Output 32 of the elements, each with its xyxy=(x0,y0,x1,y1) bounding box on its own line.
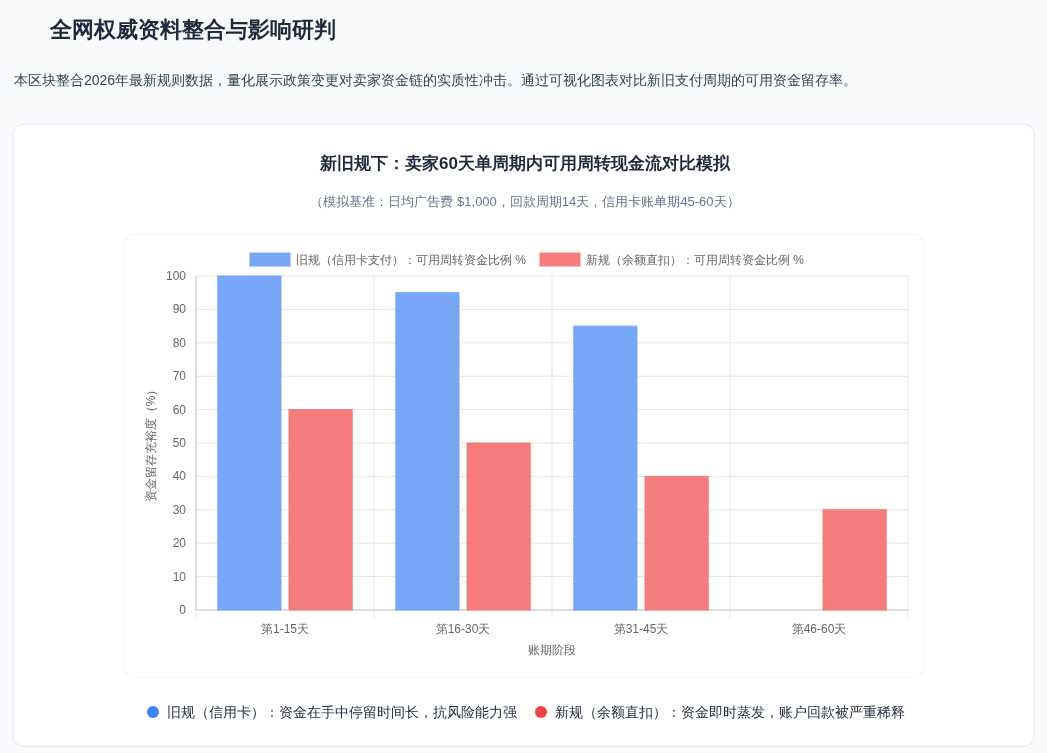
text: 本区块整合2026年最新规则数据，量化展示政策变更对卖家资金链的实质性冲击。通过可视化图表对比新旧支付周期的可用资金留存率。 xyxy=(14,72,858,88)
chart-subtitle: （模拟基准：日均广告费 $1,000，回款周期14天，信用卡账单期45-60天） xyxy=(310,194,740,209)
y-tick-label: 20 xyxy=(172,536,187,551)
y-tick-label: 80 xyxy=(172,335,187,350)
y-tick-label: 0 xyxy=(179,603,187,617)
y-tick-label: 100 xyxy=(165,269,187,283)
y-tick-label: 90 xyxy=(172,302,187,317)
x-axis-title: 账期阶段 xyxy=(528,643,576,657)
bar xyxy=(288,409,353,611)
y-axis-title: 资金留存充裕度（%） xyxy=(144,383,158,503)
y-tick-label: 50 xyxy=(172,436,187,450)
x-tick-label: 第46-60天 xyxy=(791,622,847,636)
y-tick-label: 60 xyxy=(172,402,187,417)
y-tick-label: 10 xyxy=(172,569,187,584)
bar xyxy=(395,292,460,611)
y-tick-label: 40 xyxy=(172,469,187,484)
text: 旧规（信用卡）：资金在手中停留时间长，抗风险能力强 xyxy=(167,704,517,720)
bar xyxy=(822,509,887,611)
x-tick-label: 第1-15天 xyxy=(260,622,310,636)
bar xyxy=(644,475,709,611)
y-tick-label: 70 xyxy=(172,369,187,384)
bar xyxy=(573,325,638,611)
y-tick-label: 30 xyxy=(172,502,187,517)
legend-label: 旧规（信用卡支付）：可用周转资金比例 % xyxy=(296,253,527,267)
legend-label: 新规（余额直扣）：可用周转资金比例 % xyxy=(586,253,805,267)
chart-title: 新旧规下：卖家60天单周期内可用周转现金流对比模拟 xyxy=(319,154,731,173)
x-tick-label: 第31-45天 xyxy=(613,622,669,636)
text: 全网权威资料整合与影响研判 xyxy=(49,17,336,42)
bar xyxy=(466,442,531,611)
text: 新规（余额直扣）：资金即时蒸发，账户回款被严重稀释 xyxy=(555,704,905,720)
x-tick-label: 第16-30天 xyxy=(435,622,491,636)
bar xyxy=(217,275,282,611)
